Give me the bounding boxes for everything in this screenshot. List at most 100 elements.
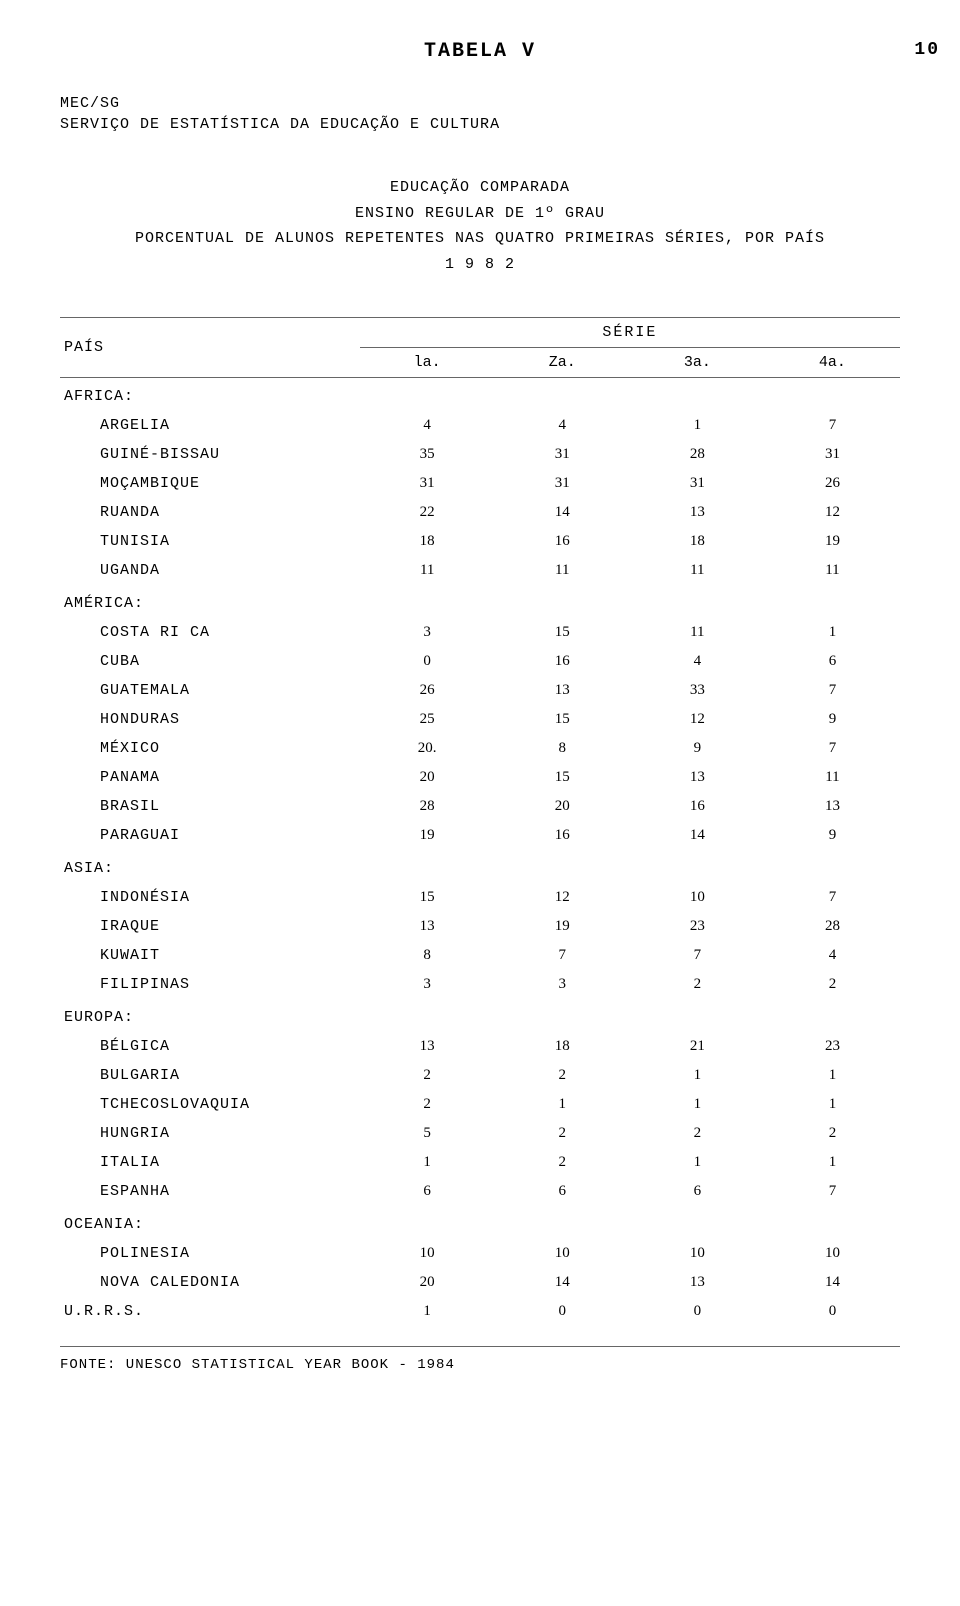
country-label: U.R.R.S. <box>60 1297 360 1326</box>
value-cell: 11 <box>765 556 900 585</box>
value-cell: 10 <box>630 883 765 912</box>
value-cell: 1 <box>630 1148 765 1177</box>
value-cell: 31 <box>495 440 630 469</box>
value-cell: 1 <box>360 1148 495 1177</box>
value-cell: 3 <box>360 618 495 647</box>
value-cell: 1 <box>630 1090 765 1119</box>
value-cell: 12 <box>765 498 900 527</box>
value-cell: 4 <box>495 411 630 440</box>
value-cell: 15 <box>495 705 630 734</box>
value-cell: 15 <box>495 618 630 647</box>
table-row: IRAQUE13192328 <box>60 912 900 941</box>
value-cell: 31 <box>360 469 495 498</box>
value-cell: 1 <box>765 1148 900 1177</box>
country-label: GUINÉ-BISSAU <box>60 440 360 469</box>
table-row: HONDURAS2515129 <box>60 705 900 734</box>
value-cell: 15 <box>360 883 495 912</box>
col-3a: 3a. <box>630 348 765 378</box>
value-cell: 31 <box>630 469 765 498</box>
table-row: PANAMA20151311 <box>60 763 900 792</box>
value-cell: 2 <box>360 1061 495 1090</box>
value-cell: 4 <box>630 647 765 676</box>
value-cell: 2 <box>765 970 900 999</box>
value-cell: 28 <box>765 912 900 941</box>
value-cell: 20 <box>495 792 630 821</box>
value-cell: 2 <box>630 1119 765 1148</box>
value-cell: 1 <box>630 411 765 440</box>
value-cell: 13 <box>630 498 765 527</box>
table-row: GUINÉ-BISSAU35312831 <box>60 440 900 469</box>
header-l1: EDUCAÇÃO COMPARADA <box>390 179 570 196</box>
country-label: TUNISIA <box>60 527 360 556</box>
table-row: KUWAIT8774 <box>60 941 900 970</box>
value-cell: 4 <box>360 411 495 440</box>
value-cell: 1 <box>495 1090 630 1119</box>
value-cell: 20 <box>360 1268 495 1297</box>
value-cell: 7 <box>495 941 630 970</box>
value-cell: 7 <box>630 941 765 970</box>
value-cell: 12 <box>630 705 765 734</box>
country-label: IRAQUE <box>60 912 360 941</box>
value-cell: 6 <box>765 647 900 676</box>
value-cell: 4 <box>765 941 900 970</box>
value-cell: 26 <box>765 469 900 498</box>
value-cell: 7 <box>765 411 900 440</box>
header-l2: ENSINO REGULAR DE 1º GRAU <box>355 205 605 222</box>
value-cell: 13 <box>765 792 900 821</box>
value-cell: 16 <box>630 792 765 821</box>
table-row: U.R.R.S.1000 <box>60 1297 900 1326</box>
table-row: UGANDA11111111 <box>60 556 900 585</box>
value-cell: 9 <box>630 734 765 763</box>
value-cell: 11 <box>765 763 900 792</box>
table-row: COSTA RI CA315111 <box>60 618 900 647</box>
table-row: POLINESIA10101010 <box>60 1239 900 1268</box>
country-label: ESPANHA <box>60 1177 360 1206</box>
country-label: MÉXICO <box>60 734 360 763</box>
value-cell: 6 <box>630 1177 765 1206</box>
value-cell: 14 <box>630 821 765 850</box>
value-cell: 31 <box>765 440 900 469</box>
value-cell: 5 <box>360 1119 495 1148</box>
table-row: RUANDA22141312 <box>60 498 900 527</box>
table-row: BRASIL28201613 <box>60 792 900 821</box>
org-line1: MEC/SG <box>60 93 900 114</box>
value-cell: 23 <box>630 912 765 941</box>
value-cell: 1 <box>360 1297 495 1326</box>
col-serie-group: SÉRIE <box>360 318 900 348</box>
value-cell: 7 <box>765 676 900 705</box>
value-cell: 7 <box>765 1177 900 1206</box>
value-cell: 14 <box>495 498 630 527</box>
value-cell: 6 <box>495 1177 630 1206</box>
header-block: EDUCAÇÃO COMPARADA ENSINO REGULAR DE 1º … <box>60 175 900 277</box>
org-block: MEC/SG SERVIÇO DE ESTATÍSTICA DA EDUCAÇÃ… <box>60 93 900 135</box>
table-body: AFRICA:ARGELIA4417GUINÉ-BISSAU35312831MO… <box>60 378 900 1327</box>
country-label: HUNGRIA <box>60 1119 360 1148</box>
value-cell: 0 <box>495 1297 630 1326</box>
value-cell: 13 <box>630 1268 765 1297</box>
value-cell: 19 <box>765 527 900 556</box>
value-cell: 13 <box>495 676 630 705</box>
org-line2: SERVIÇO DE ESTATÍSTICA DA EDUCAÇÃO E CUL… <box>60 114 900 135</box>
country-label: ITALIA <box>60 1148 360 1177</box>
country-label: TCHECOSLOVAQUIA <box>60 1090 360 1119</box>
value-cell: 18 <box>495 1032 630 1061</box>
country-label: PANAMA <box>60 763 360 792</box>
value-cell: 2 <box>630 970 765 999</box>
value-cell: 23 <box>765 1032 900 1061</box>
country-label: GUATEMALA <box>60 676 360 705</box>
value-cell: 16 <box>495 647 630 676</box>
value-cell: 19 <box>360 821 495 850</box>
data-table: PAÍS SÉRIE la. Za. 3a. 4a. AFRICA:ARGELI… <box>60 317 900 1326</box>
table-row: CUBA01646 <box>60 647 900 676</box>
value-cell: 0 <box>360 647 495 676</box>
value-cell: 9 <box>765 821 900 850</box>
value-cell: 3 <box>495 970 630 999</box>
country-label: MOÇAMBIQUE <box>60 469 360 498</box>
country-label: BRASIL <box>60 792 360 821</box>
value-cell: 10 <box>360 1239 495 1268</box>
country-label: INDONÉSIA <box>60 883 360 912</box>
table-row: GUATEMALA2613337 <box>60 676 900 705</box>
title-text: TABELA V <box>424 40 536 63</box>
table-row: FILIPINAS3322 <box>60 970 900 999</box>
group-label: AMÉRICA: <box>60 585 900 618</box>
